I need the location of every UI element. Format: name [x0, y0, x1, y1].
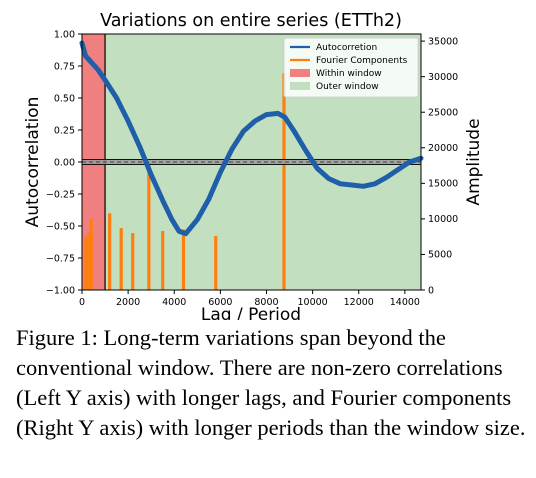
legend-box	[283, 37, 419, 98]
y-left-tick-label: 1.00	[54, 29, 75, 40]
y-right-tick-label: 15000	[428, 179, 458, 190]
y-left-tick-label: 0.75	[54, 61, 75, 72]
legend-label: Autocorretion	[316, 43, 377, 53]
figure-caption: Figure 1: Long-term variations span beyo…	[16, 325, 526, 440]
x-axis-label: Lag / Period	[201, 305, 301, 320]
y-right-tick-label: 30000	[428, 72, 458, 83]
legend-label: Within window	[316, 69, 382, 79]
y-axis-right-label: Amplitude	[464, 118, 484, 205]
chart-figure: 0 2000 4000 6000 8000 10000 12000 14000 1.00 0.7…	[23, 11, 484, 325]
chart-title: Variations on entire series (ETTh2)	[100, 11, 402, 31]
x-tick-label: 10000	[297, 297, 327, 308]
y-left-tick-label: −0.25	[46, 189, 75, 200]
x-tick-label: 2000	[116, 297, 140, 308]
legend-swatch	[290, 82, 310, 90]
y-left-tick-label: −0.50	[46, 221, 75, 232]
zero-reference-band	[82, 159, 421, 165]
y-right-tick-label: 10000	[428, 214, 458, 225]
y-left-tick-label: 0.00	[54, 157, 75, 168]
legend-label: Outer window	[316, 82, 379, 92]
legend-label: Fourier Components	[316, 56, 408, 66]
x-tick-label: 4000	[162, 297, 186, 308]
y-right-tick-label: 5000	[428, 250, 452, 261]
x-tick-label: 6000	[208, 297, 232, 308]
y-left-tick-label: −1.00	[46, 285, 75, 296]
y-axis-left: 1.00 0.75 0.50 0.25 0.00 −0.25 −0.50 −0.75 −1.00	[46, 29, 82, 296]
y-right-tick-label: 20000	[428, 143, 458, 154]
plot-frame	[81, 33, 422, 291]
y-left-tick-label: −0.75	[46, 253, 75, 264]
legend: Autocorretion Fourier Components Within wi…	[283, 37, 419, 98]
x-axis: 0 2000 4000 6000 8000 10000 12000 14000	[79, 290, 420, 308]
x-tick-label: 12000	[344, 297, 374, 308]
legend-swatch	[290, 69, 310, 77]
y-left-tick-label: 0.50	[54, 93, 75, 104]
y-axis-left-label: Autocorrelation	[23, 97, 43, 228]
y-right-tick-label: 35000	[428, 36, 458, 47]
y-right-tick-label: 0	[428, 285, 434, 296]
x-tick-label: 0	[79, 297, 85, 308]
y-right-tick-label: 25000	[428, 108, 458, 119]
y-left-tick-label: 0.25	[54, 125, 75, 136]
x-tick-label: 8000	[254, 297, 278, 308]
fourier-components-series	[84, 73, 286, 290]
autocorrelation-series	[79, 40, 424, 237]
autocorrelation-fourier-chart: 0 2000 4000 6000 8000 10000 12000 14000 1.00 0.7…	[23, 11, 484, 325]
y-axis-right: 0 5000 10000 15000 20000 25000 30000 35000	[421, 36, 458, 296]
x-tick-label: 14000	[390, 297, 420, 308]
